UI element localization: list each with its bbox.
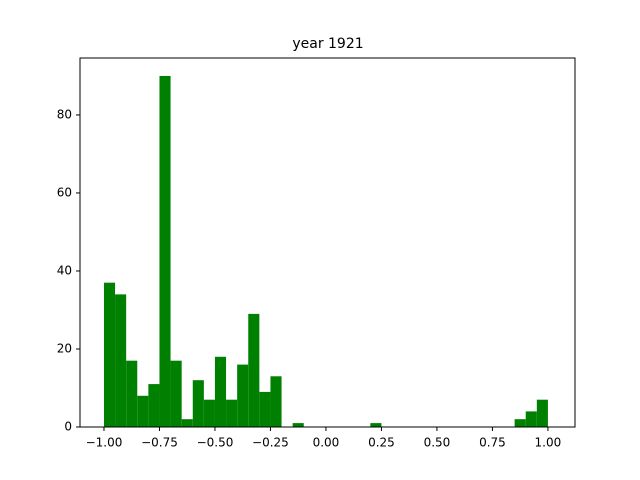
y-tick-label: 80 <box>57 107 72 121</box>
bar <box>115 294 127 427</box>
x-tick-label: 1.00 <box>535 436 562 450</box>
axes-frame <box>79 57 576 428</box>
bar <box>259 391 271 427</box>
x-tick-label: 0.75 <box>479 436 506 450</box>
bar <box>181 419 193 427</box>
bar <box>159 75 171 427</box>
bar <box>170 360 182 427</box>
y-tick-label: 40 <box>57 263 72 277</box>
bar <box>525 411 537 427</box>
bar <box>248 313 260 427</box>
bar <box>203 399 215 427</box>
chart-title: year 1921 <box>292 36 363 52</box>
y-tick-label: 20 <box>57 341 72 355</box>
bar <box>514 419 526 427</box>
bar <box>226 399 238 427</box>
x-tick-label: −0.25 <box>252 436 289 450</box>
bar <box>536 399 548 427</box>
bar <box>237 364 249 427</box>
x-tick-label: 0.25 <box>368 436 395 450</box>
bar <box>137 395 149 427</box>
bar <box>148 384 160 427</box>
bar <box>192 380 204 427</box>
bar <box>292 423 304 427</box>
x-tick-label: −1.00 <box>86 436 123 450</box>
x-tick-label: 0.50 <box>424 436 451 450</box>
x-tick-label: −0.50 <box>197 436 234 450</box>
bar <box>270 376 282 427</box>
bar <box>370 423 382 427</box>
y-tick-label: 0 <box>64 420 72 434</box>
y-tick-label: 60 <box>57 185 72 199</box>
bar <box>214 356 227 427</box>
x-tick-label: 0.00 <box>313 436 340 450</box>
x-tick-label: −0.75 <box>141 436 178 450</box>
bar <box>126 360 138 427</box>
bar <box>103 282 116 427</box>
